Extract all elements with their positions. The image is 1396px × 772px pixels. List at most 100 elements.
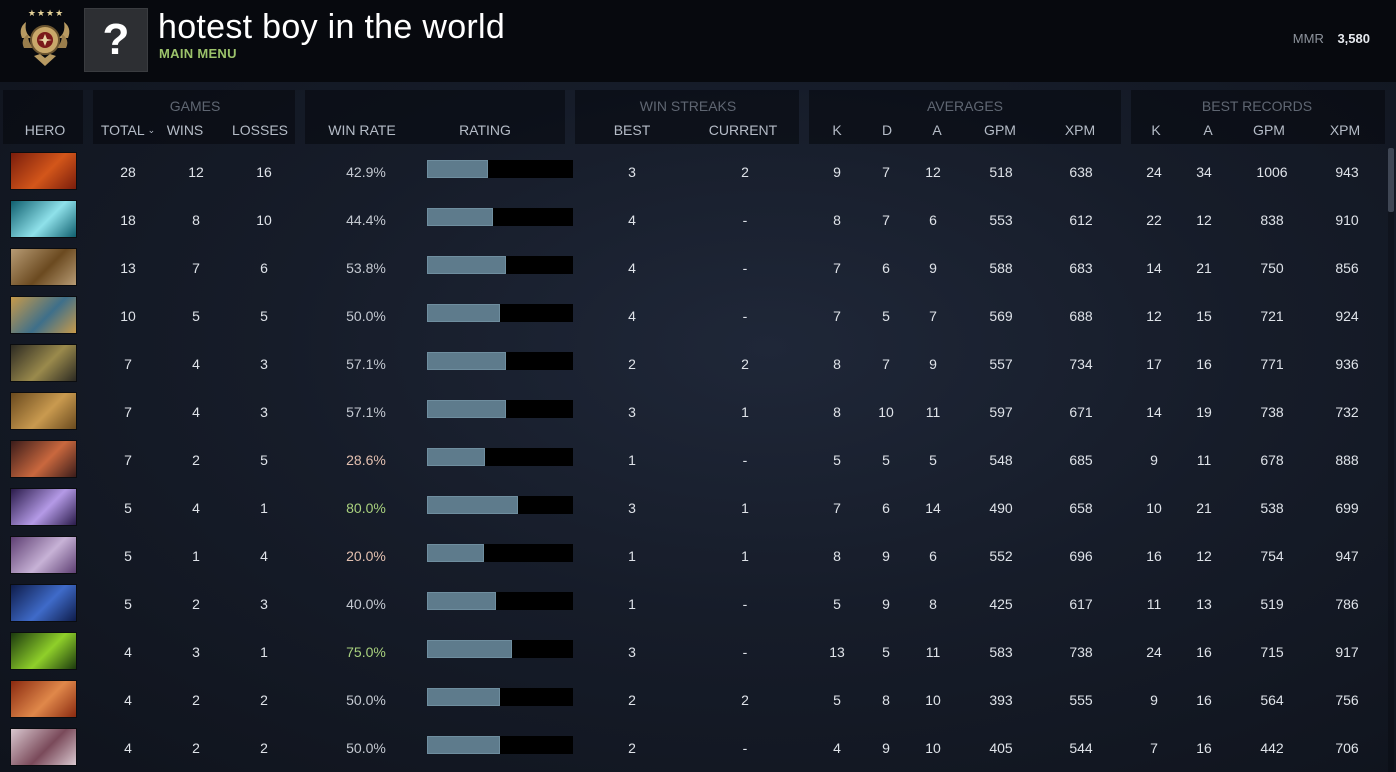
- rating-bar-fill: [427, 688, 500, 706]
- avg-xpm-cell: 688: [1069, 308, 1092, 324]
- avg-gpm-cell: 597: [989, 404, 1012, 420]
- table-row[interactable]: 13 7 6 53.8% 4 - 7 6 9 588 683 14 21 750 856: [0, 244, 1396, 292]
- table-row[interactable]: 5 2 3 40.0% 1 - 5 9 8 425 617 11 13 519 786: [0, 580, 1396, 628]
- col-header-avg-gpm[interactable]: GPM: [984, 122, 1016, 138]
- col-header-rating[interactable]: RATING: [459, 122, 511, 138]
- avg-xpm-cell: 696: [1069, 548, 1092, 564]
- rating-bar: [427, 256, 573, 274]
- table-row[interactable]: 4 2 2 50.0% 2 2 5 8 10 393 555 9 16 564 756: [0, 676, 1396, 724]
- best-gpm-cell: 519: [1260, 596, 1283, 612]
- hero-water-wave-portrait[interactable]: [10, 200, 77, 238]
- current-streak-cell: 2: [741, 356, 749, 372]
- table-row[interactable]: 4 3 1 75.0% 3 - 13 5 11 583 738 24 16 715 917: [0, 628, 1396, 676]
- best-kills-cell: 12: [1146, 308, 1162, 324]
- table-row[interactable]: 7 4 3 57.1% 2 2 8 7 9 557 734 17 16 771 936: [0, 340, 1396, 388]
- current-streak-cell: 1: [741, 500, 749, 516]
- best-xpm-cell: 856: [1335, 260, 1358, 276]
- player-avatar[interactable]: ?: [84, 8, 148, 72]
- col-header-best-gpm[interactable]: GPM: [1253, 122, 1285, 138]
- avg-deaths-cell: 8: [882, 692, 890, 708]
- avg-xpm-cell: 544: [1069, 740, 1092, 756]
- avg-kills-cell: 7: [833, 500, 841, 516]
- table-row[interactable]: 5 1 4 20.0% 1 1 8 9 6 552 696 16 12 754 947: [0, 532, 1396, 580]
- profile-header: ★★★★ ? hotest boy in the world MAIN MENU…: [0, 0, 1396, 82]
- table-row[interactable]: 5 4 1 80.0% 3 1 7 6 14 490 658 10 21 538 699: [0, 484, 1396, 532]
- best-gpm-cell: 754: [1260, 548, 1283, 564]
- col-header-total-label: TOTAL: [101, 122, 145, 138]
- avg-xpm-cell: 683: [1069, 260, 1092, 276]
- rating-bar-fill: [427, 496, 518, 514]
- avg-gpm-cell: 553: [989, 212, 1012, 228]
- col-header-losses[interactable]: LOSSES: [232, 122, 288, 138]
- losses-cell: 4: [260, 548, 268, 564]
- col-header-avg-k[interactable]: K: [832, 122, 841, 138]
- avg-assists-cell: 6: [929, 548, 937, 564]
- best-assists-cell: 16: [1196, 644, 1212, 660]
- hero-fire-warrior-portrait[interactable]: [10, 152, 77, 190]
- best-streak-cell: 4: [628, 308, 636, 324]
- avg-xpm-cell: 612: [1069, 212, 1092, 228]
- rating-bar-fill: [427, 640, 512, 658]
- hero-night-stalker-portrait[interactable]: [10, 584, 77, 622]
- col-header-avg-a[interactable]: A: [932, 122, 941, 138]
- rating-bar-fill: [427, 304, 500, 322]
- col-header-avg-d[interactable]: D: [882, 122, 892, 138]
- table-row[interactable]: 18 8 10 44.4% 4 - 8 7 6 553 612 22 12 838 910: [0, 196, 1396, 244]
- col-header-win-rate[interactable]: WIN RATE: [328, 122, 395, 138]
- losses-cell: 5: [260, 452, 268, 468]
- hero-hooded-assassin-portrait[interactable]: [10, 440, 77, 478]
- col-header-current-streak[interactable]: CURRENT: [709, 122, 777, 138]
- col-header-hero[interactable]: HERO: [25, 122, 65, 138]
- avg-gpm-cell: 405: [989, 740, 1012, 756]
- rating-bar-fill: [427, 592, 496, 610]
- current-streak-cell: -: [743, 212, 748, 228]
- col-header-best-streak[interactable]: BEST: [614, 122, 651, 138]
- hero-dwarf-gunner-portrait[interactable]: [10, 680, 77, 718]
- avg-kills-cell: 7: [833, 308, 841, 324]
- hero-frost-knight-portrait[interactable]: [10, 296, 77, 334]
- hero-void-spirit-portrait[interactable]: [10, 488, 77, 526]
- table-row[interactable]: 10 5 5 50.0% 4 - 7 5 7 569 688 12 15 721 924: [0, 292, 1396, 340]
- col-header-best-a[interactable]: A: [1203, 122, 1212, 138]
- table-scrollbar-thumb[interactable]: [1388, 148, 1394, 212]
- table-row[interactable]: 4 2 2 50.0% 2 - 4 9 10 405 544 7 16 442 706: [0, 724, 1396, 772]
- win-rate-cell: 50.0%: [346, 692, 386, 708]
- hero-monkey-king-portrait[interactable]: [10, 392, 77, 430]
- col-header-best-xpm[interactable]: XPM: [1330, 122, 1360, 138]
- hero-beastmaster-portrait[interactable]: [10, 248, 77, 286]
- hero-templar-portrait[interactable]: [10, 536, 77, 574]
- col-header-total[interactable]: TOTAL ⌄: [101, 122, 155, 138]
- main-menu-link[interactable]: MAIN MENU: [159, 46, 237, 61]
- losses-cell: 3: [260, 596, 268, 612]
- col-header-avg-xpm[interactable]: XPM: [1065, 122, 1095, 138]
- rating-bar-fill: [427, 544, 484, 562]
- hero-masked-rider-portrait[interactable]: [10, 344, 77, 382]
- sort-descending-icon: ⌄: [148, 125, 156, 135]
- hero-venom-portrait[interactable]: [10, 632, 77, 670]
- avg-deaths-cell: 5: [882, 308, 890, 324]
- losses-cell: 6: [260, 260, 268, 276]
- col-header-wins[interactable]: WINS: [167, 122, 204, 138]
- avg-kills-cell: 5: [833, 692, 841, 708]
- col-header-best-k[interactable]: K: [1151, 122, 1160, 138]
- best-kills-cell: 11: [1147, 596, 1162, 612]
- best-streak-cell: 4: [628, 260, 636, 276]
- total-cell: 28: [120, 164, 136, 180]
- avg-assists-cell: 6: [929, 212, 937, 228]
- table-row[interactable]: 7 4 3 57.1% 3 1 8 10 11 597 671 14 19 738 732: [0, 388, 1396, 436]
- avg-gpm-cell: 552: [989, 548, 1012, 564]
- hero-crystal-maiden-portrait[interactable]: [10, 728, 77, 766]
- table-row[interactable]: 7 2 5 28.6% 1 - 5 5 5 548 685 9 11 678 888: [0, 436, 1396, 484]
- current-streak-cell: 2: [741, 692, 749, 708]
- best-streak-cell: 3: [628, 164, 636, 180]
- losses-cell: 2: [260, 692, 268, 708]
- table-row[interactable]: 28 12 16 42.9% 3 2 9 7 12 518 638 24 34 1006 943: [0, 148, 1396, 196]
- rating-bar: [427, 592, 573, 610]
- avg-assists-cell: 9: [929, 260, 937, 276]
- table-scrollbar[interactable]: [1388, 148, 1394, 772]
- best-assists-cell: 13: [1196, 596, 1212, 612]
- rating-bar: [427, 736, 573, 754]
- rating-bar: [427, 544, 573, 562]
- avg-deaths-cell: 10: [878, 404, 894, 420]
